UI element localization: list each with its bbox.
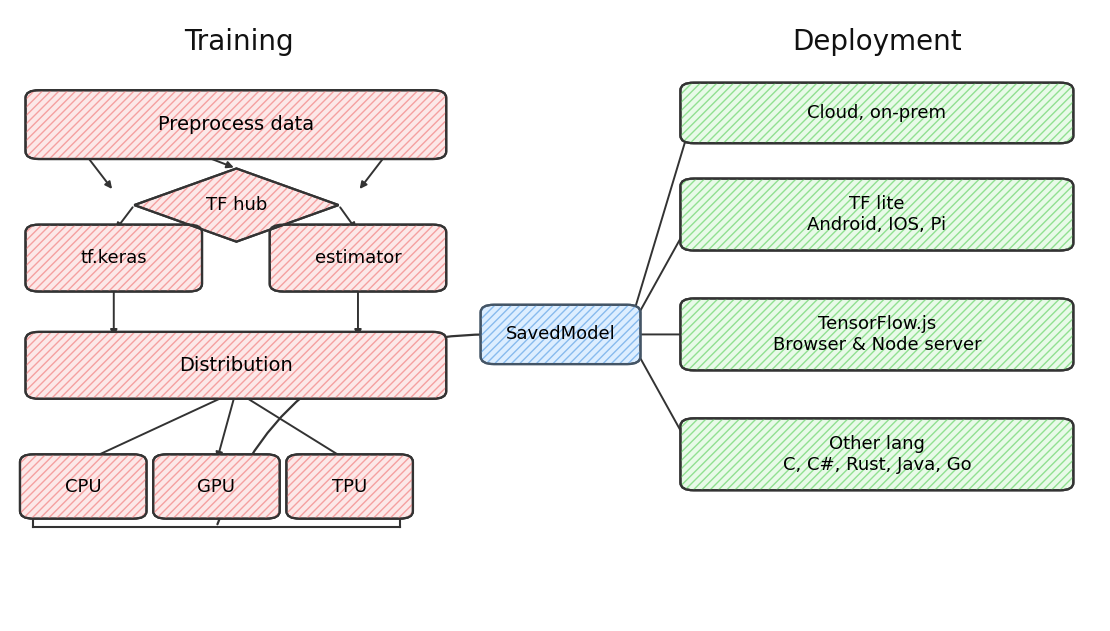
Text: TF lite
Android, IOS, Pi: TF lite Android, IOS, Pi <box>807 195 947 234</box>
FancyBboxPatch shape <box>680 298 1073 370</box>
Text: SavedModel: SavedModel <box>506 326 615 343</box>
Text: Cloud, on-prem: Cloud, on-prem <box>807 104 947 122</box>
FancyBboxPatch shape <box>481 305 640 364</box>
Text: estimator: estimator <box>314 249 402 267</box>
FancyBboxPatch shape <box>26 90 446 159</box>
Text: tf.keras: tf.keras <box>80 249 148 267</box>
Text: Training: Training <box>184 28 293 56</box>
Polygon shape <box>134 168 339 242</box>
Text: Preprocess data: Preprocess data <box>158 115 314 134</box>
Text: Other lang
C, C#, Rust, Java, Go: Other lang C, C#, Rust, Java, Go <box>783 435 971 474</box>
Text: TF hub: TF hub <box>205 196 268 214</box>
Text: Distribution: Distribution <box>179 356 293 375</box>
FancyBboxPatch shape <box>680 179 1073 251</box>
FancyBboxPatch shape <box>153 454 280 519</box>
Text: TPU: TPU <box>332 478 367 495</box>
Text: Deployment: Deployment <box>793 28 961 56</box>
FancyBboxPatch shape <box>26 332 446 399</box>
FancyBboxPatch shape <box>26 225 202 292</box>
FancyBboxPatch shape <box>270 225 446 292</box>
Text: TensorFlow.js
Browser & Node server: TensorFlow.js Browser & Node server <box>773 315 981 354</box>
Text: CPU: CPU <box>65 478 101 495</box>
FancyBboxPatch shape <box>680 83 1073 143</box>
FancyBboxPatch shape <box>286 454 413 519</box>
FancyBboxPatch shape <box>680 418 1073 490</box>
FancyBboxPatch shape <box>20 454 147 519</box>
Text: GPU: GPU <box>198 478 235 495</box>
